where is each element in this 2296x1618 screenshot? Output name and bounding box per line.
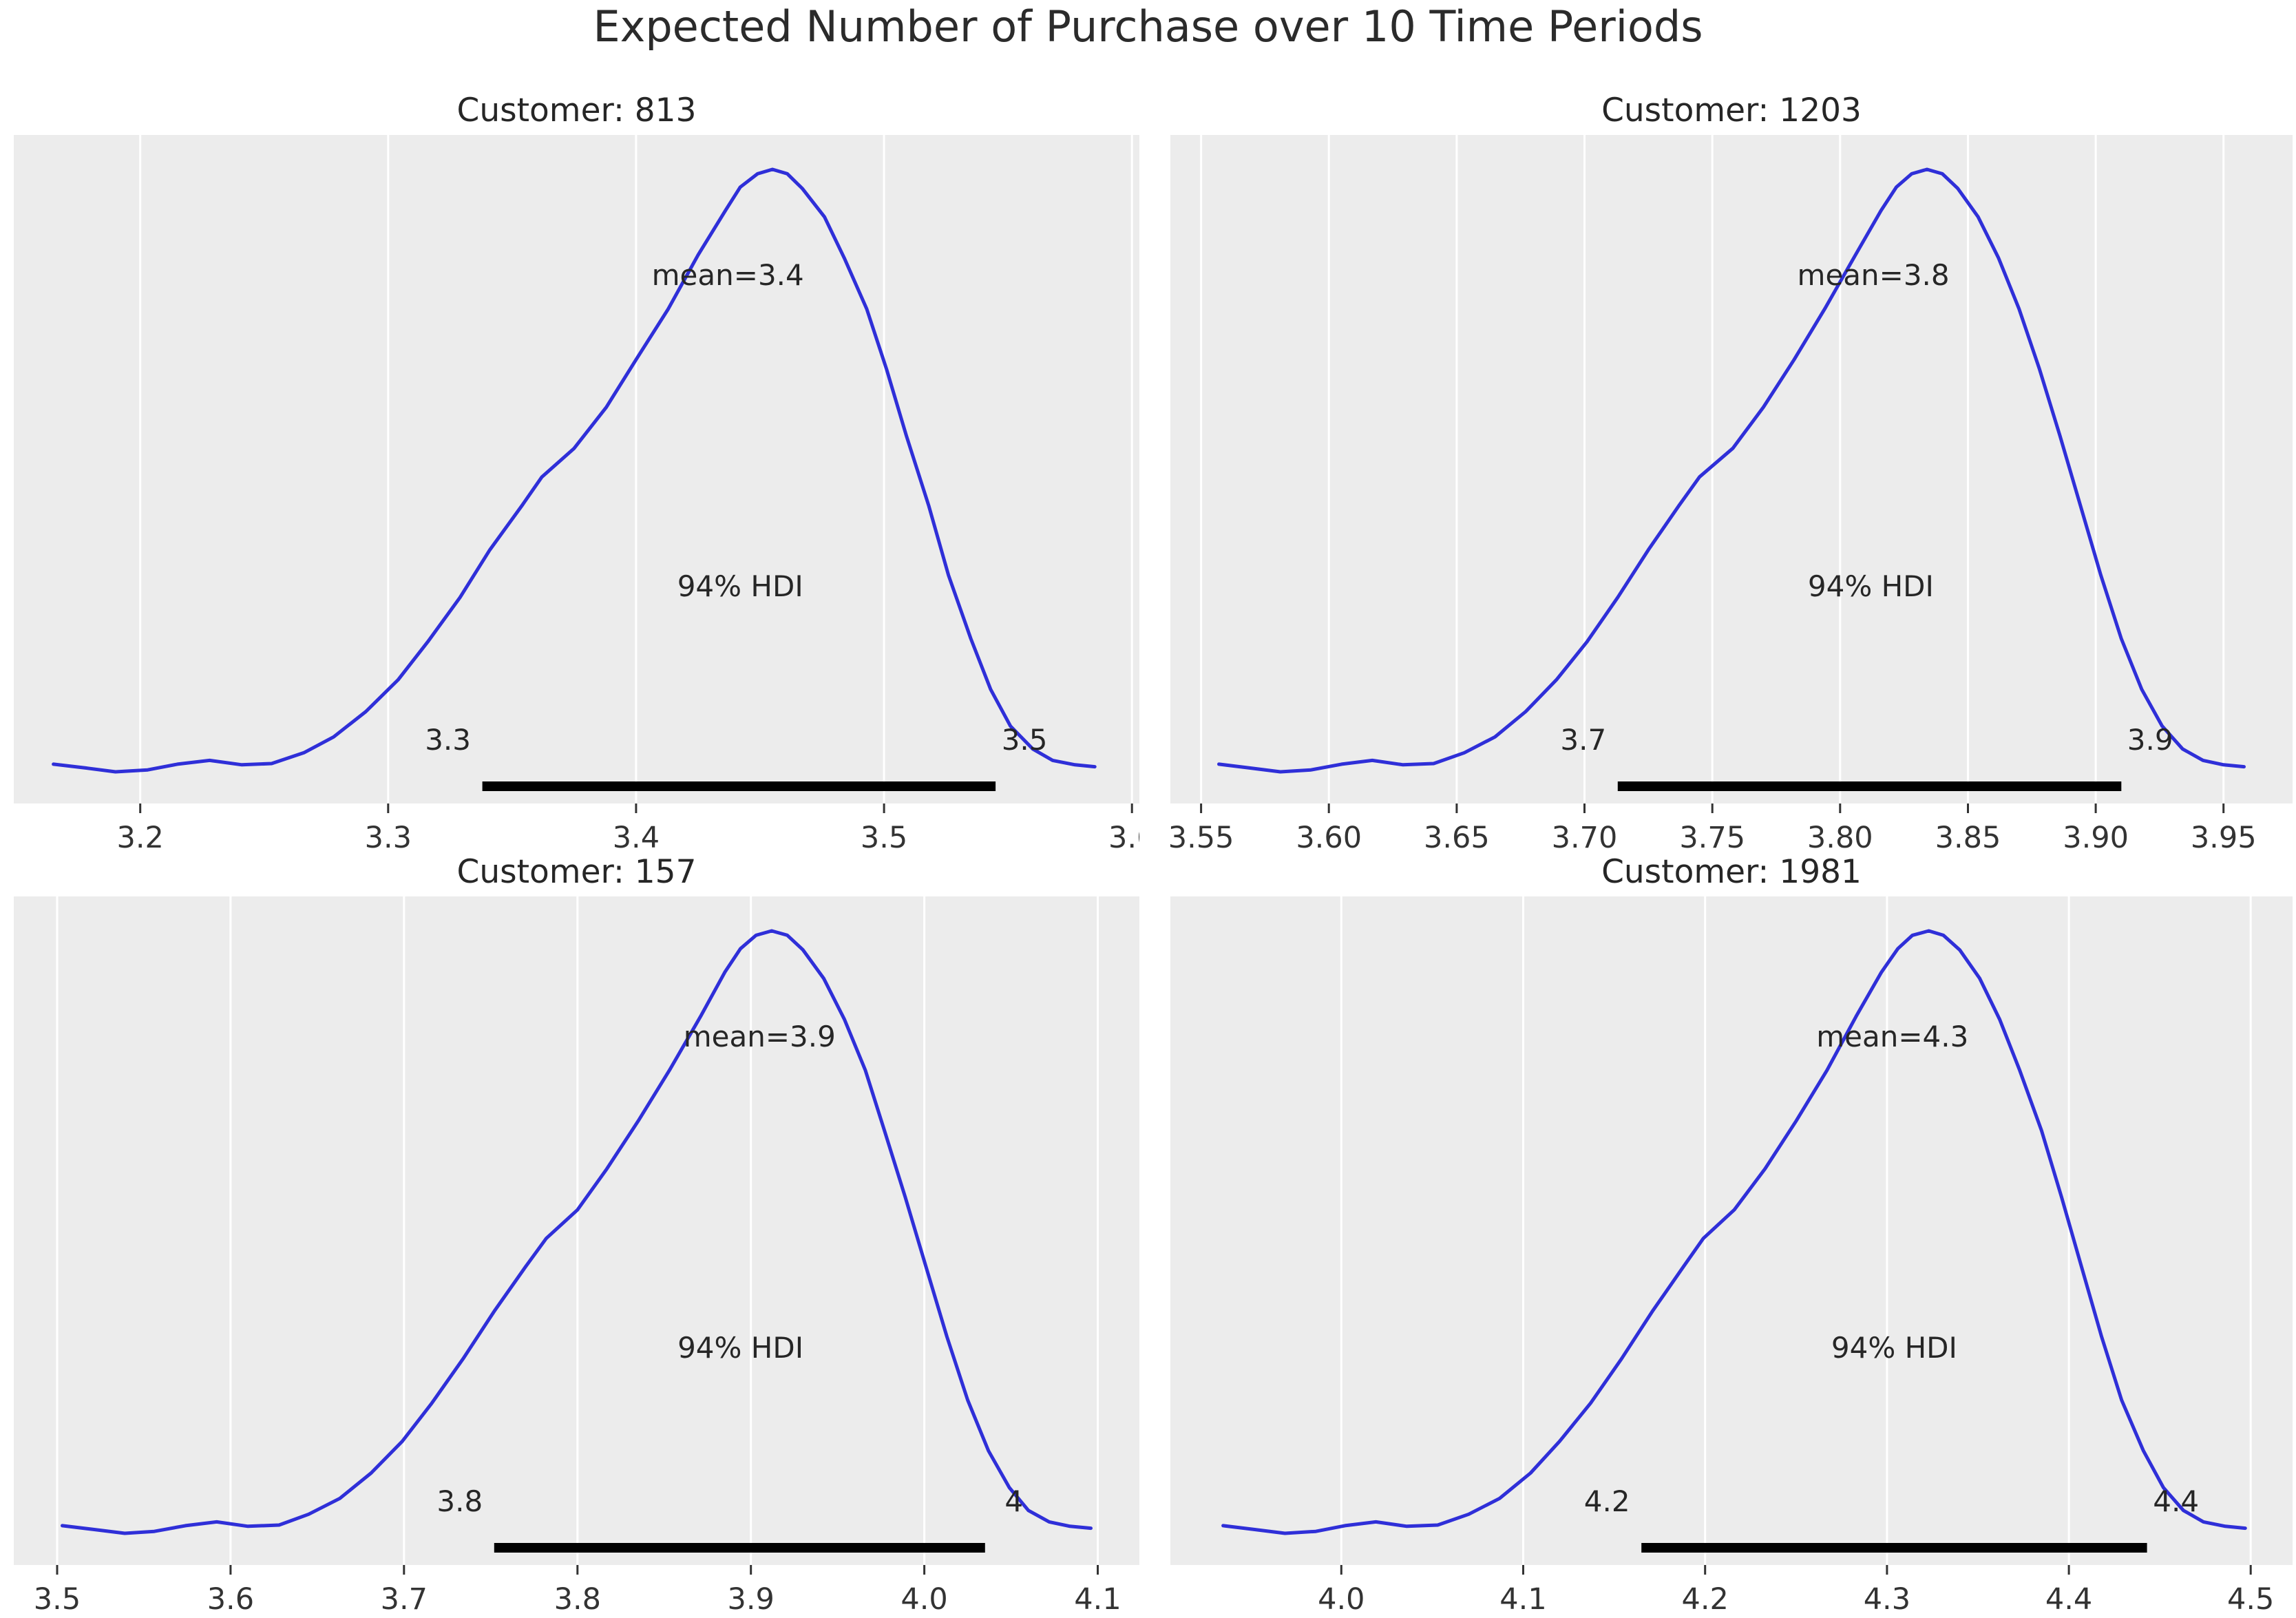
x-tick-label: 3.9	[728, 1582, 775, 1617]
subplot-title: Customer: 1981	[1601, 853, 1862, 891]
kde-canvas: 3.5 3.6 3.7 3.8 3.9 4.0 4.1 mean=3.9 94% HDI 3.8 4	[14, 896, 1139, 1617]
hdi-upper-bound: 3.9	[2127, 723, 2173, 757]
x-tick-label: 4.5	[2227, 1582, 2274, 1617]
hdi-interval-label: 94% HDI	[677, 1331, 803, 1365]
kde-plot-customer-1981: 4.0 4.1 4.2 4.3 4.4 4.5 mean=4.3 94% HDI 4.2 4.4	[1170, 896, 2293, 1618]
mean-label: mean=4.3	[1816, 1020, 1968, 1053]
x-tick-label: 3.85	[1935, 821, 2001, 855]
kde-canvas: 3.55 3.60 3.65 3.70 3.75 3.80 3.85 3.90 3.95 mean…	[1168, 135, 2293, 855]
x-tick-label: 3.60	[1296, 821, 1362, 855]
x-tick-label: 3.95	[2191, 821, 2257, 855]
plot-background	[14, 135, 1139, 803]
hdi-lower-bound: 3.7	[1560, 723, 1606, 757]
subplot-title: Customer: 813	[456, 92, 697, 129]
x-tick-label: 3.90	[2063, 821, 2129, 855]
x-tick-label: 4.2	[1682, 1582, 1729, 1617]
hdi-bar	[1617, 781, 2122, 791]
density-curve	[61, 929, 1093, 1535]
hdi-bar	[494, 1543, 985, 1553]
x-tick-label: 3.75	[1679, 821, 1745, 855]
hdi-bar	[1641, 1543, 2147, 1553]
x-tick-label: 3.70	[1552, 821, 1618, 855]
hdi-upper-bound: 4	[1004, 1484, 1023, 1518]
density-curve	[1221, 929, 2247, 1535]
subplot-customer-1203: Customer: 1203 3.55 3.60 3.65 3.70 3.75 3.80 3…	[1168, 80, 2293, 857]
x-tick-label: 4.3	[1864, 1582, 1910, 1617]
x-tick-label: 4.0	[901, 1582, 947, 1617]
mean-label: mean=3.4	[652, 258, 804, 292]
subplot-title: Customer: 157	[456, 853, 697, 891]
hdi-interval-label: 94% HDI	[1831, 1331, 1957, 1365]
x-tick-label: 3.8	[554, 1582, 601, 1617]
mean-label: mean=3.9	[684, 1020, 836, 1053]
x-tick-label: 3.55	[1170, 821, 1234, 855]
subplot-customer-157: Customer: 157 3.5 3.6 3.7 3.8 3.9 4.0 4.1 mean=…	[14, 841, 1139, 1618]
x-tick-label: 3.5	[34, 1582, 81, 1617]
hdi-interval-label: 94% HDI	[677, 569, 803, 603]
hdi-lower-bound: 3.3	[425, 723, 471, 757]
kde-plot-customer-1203: 3.55 3.60 3.65 3.70 3.75 3.80 3.85 3.90 3.95 mean…	[1168, 135, 2293, 857]
x-tick-label: 3.5	[861, 821, 907, 855]
x-tick-label: 3.6	[207, 1582, 254, 1617]
x-tick-label: 3.3	[365, 821, 412, 855]
x-tick-label: 3.2	[117, 821, 164, 855]
hdi-lower-bound: 4.2	[1584, 1484, 1630, 1518]
density-curve	[1217, 167, 2246, 774]
mean-label: mean=3.8	[1798, 258, 1950, 292]
x-tick-label: 3.7	[381, 1582, 428, 1617]
kde-plot-customer-157: 3.5 3.6 3.7 3.8 3.9 4.0 4.1 mean=3.9 94% HDI 3.8 4	[14, 896, 1139, 1618]
x-tick-label: 3.80	[1807, 821, 1873, 855]
x-tick-label: 4.1	[1499, 1582, 1546, 1617]
x-tick-label: 4.4	[2045, 1582, 2092, 1617]
hdi-upper-bound: 3.5	[1002, 723, 1048, 757]
density-curve	[52, 167, 1097, 774]
figure-title: Expected Number of Purchase over 10 Time…	[593, 1, 1703, 52]
kde-canvas: 4.0 4.1 4.2 4.3 4.4 4.5 mean=4.3 94% HDI 4.2 4.4	[1170, 896, 2293, 1617]
hdi-bar	[482, 781, 996, 791]
subplot-customer-813: Customer: 813 3.23.33.43.53.6mean=3.494%…	[14, 80, 1155, 857]
hdi-lower-bound: 3.8	[436, 1484, 483, 1518]
x-tick-label: 4.1	[1074, 1582, 1121, 1617]
x-tick-label: 4.0	[1318, 1582, 1365, 1617]
subplot-customer-1981: Customer: 1981 4.0 4.1 4.2 4.3 4.4 4.5 mean=4.…	[1170, 841, 2293, 1618]
plot-background	[1170, 135, 2293, 803]
plot-background	[1170, 896, 2293, 1565]
hdi-interval-label: 94% HDI	[1808, 569, 1934, 603]
x-tick-label: 3.65	[1424, 821, 1490, 855]
hdi-upper-bound: 4.4	[2153, 1484, 2199, 1518]
x-tick-label: 3.4	[613, 821, 660, 855]
subplot-title: Customer: 1203	[1601, 92, 1862, 129]
